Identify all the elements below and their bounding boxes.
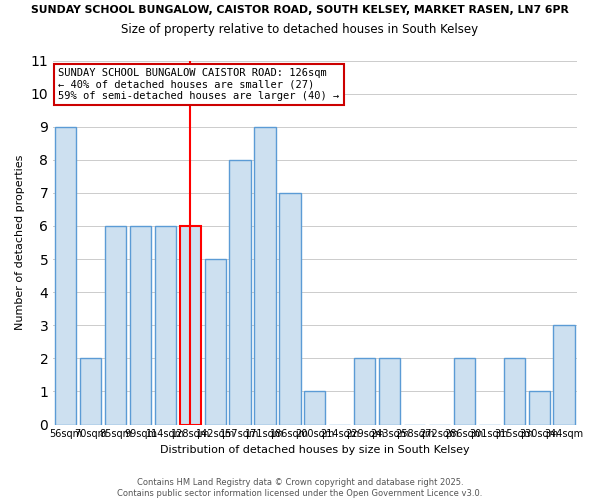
Bar xyxy=(379,358,400,424)
Bar xyxy=(155,226,176,424)
Bar xyxy=(229,160,251,424)
Bar xyxy=(304,392,325,424)
Bar xyxy=(105,226,126,424)
Bar xyxy=(130,226,151,424)
Bar xyxy=(454,358,475,424)
Bar xyxy=(80,358,101,424)
Bar xyxy=(280,193,301,424)
Bar xyxy=(503,358,525,424)
Text: Contains HM Land Registry data © Crown copyright and database right 2025.
Contai: Contains HM Land Registry data © Crown c… xyxy=(118,478,482,498)
Bar xyxy=(553,326,575,424)
Y-axis label: Number of detached properties: Number of detached properties xyxy=(15,155,25,330)
Bar xyxy=(529,392,550,424)
X-axis label: Distribution of detached houses by size in South Kelsey: Distribution of detached houses by size … xyxy=(160,445,470,455)
Text: Size of property relative to detached houses in South Kelsey: Size of property relative to detached ho… xyxy=(121,22,479,36)
Text: SUNDAY SCHOOL BUNGALOW, CAISTOR ROAD, SOUTH KELSEY, MARKET RASEN, LN7 6PR: SUNDAY SCHOOL BUNGALOW, CAISTOR ROAD, SO… xyxy=(31,5,569,15)
Text: SUNDAY SCHOOL BUNGALOW CAISTOR ROAD: 126sqm
← 40% of detached houses are smaller: SUNDAY SCHOOL BUNGALOW CAISTOR ROAD: 126… xyxy=(58,68,340,101)
Bar xyxy=(254,126,275,424)
Bar xyxy=(205,259,226,424)
Bar xyxy=(354,358,375,424)
Bar xyxy=(179,226,201,424)
Bar xyxy=(55,126,76,424)
